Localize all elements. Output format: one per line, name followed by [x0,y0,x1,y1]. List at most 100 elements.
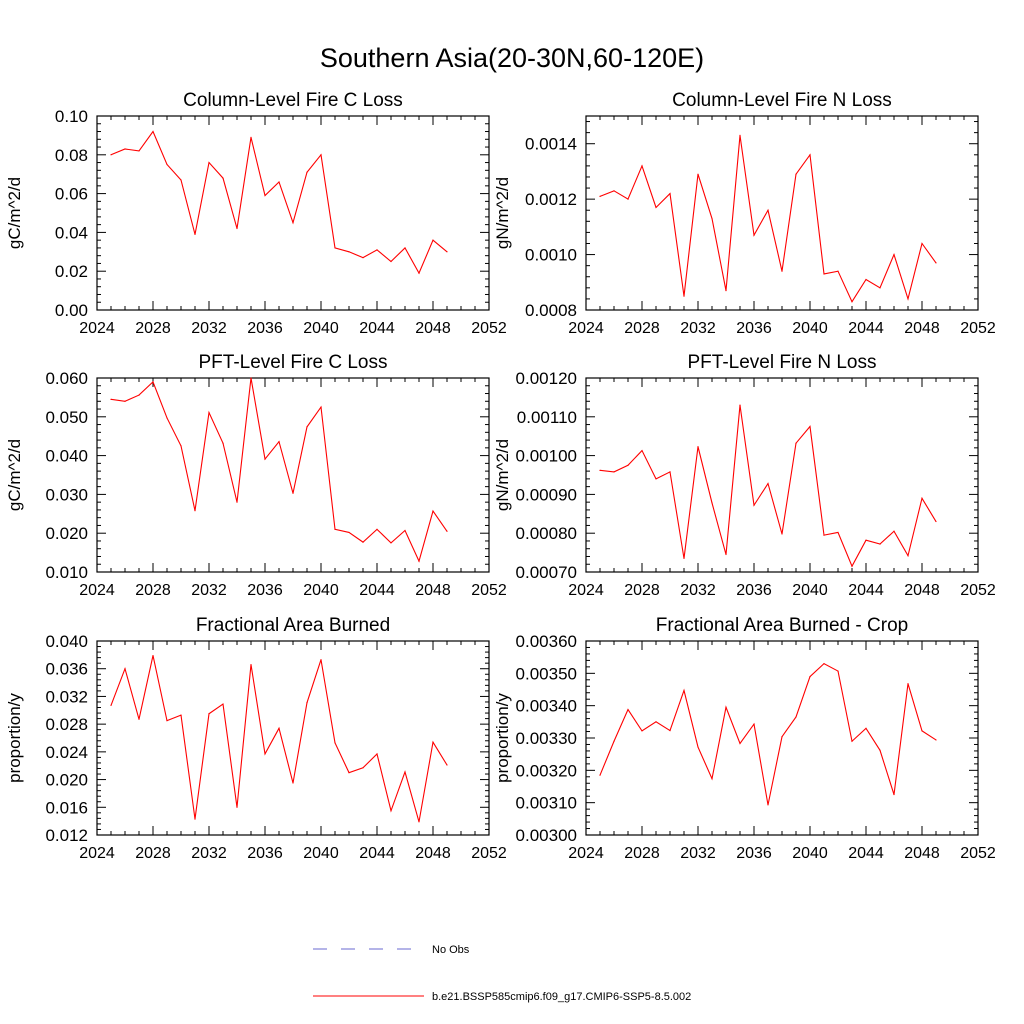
data-point [180,179,182,181]
y-tick-label: 0.0010 [525,246,577,265]
data-point [907,298,909,300]
x-tick-label: 2052 [471,320,507,337]
x-tick-label: 2044 [359,582,395,599]
data-point [865,278,867,281]
x-tick-label: 2032 [191,582,227,599]
data-point [739,404,741,406]
data-point [725,553,727,556]
x-tick-label: 2028 [624,845,660,862]
x-tick-label: 2040 [792,320,828,337]
plot-frame [96,115,490,311]
y-axis-label: proportion/y [493,693,512,783]
data-point [767,209,769,211]
data-point [655,721,657,723]
data-point [306,426,308,428]
x-tick-label: 2036 [247,582,283,599]
data-point [711,217,713,220]
data-point [837,270,839,272]
data-point [879,543,881,545]
data-point [809,425,811,428]
data-point [446,764,448,766]
data-point [921,242,923,245]
y-tick-label: 0.024 [45,743,88,762]
y-tick-label: 0.04 [55,223,88,242]
y-axis-label: proportion/y [5,693,24,783]
data-point [250,663,252,666]
x-tick-label: 2036 [736,845,772,862]
data-point [418,560,420,562]
y-tick-label: 0.00070 [516,563,577,582]
data-point [711,778,713,780]
x-tick-label: 2028 [624,320,660,337]
data-point [809,675,811,678]
data-point [711,502,713,504]
data-point [879,749,881,751]
data-point [907,555,909,557]
series-line [599,405,937,568]
data-point [110,704,112,707]
data-point [907,683,909,685]
data-point [935,262,937,264]
data-point [823,534,825,536]
y-tick-label: 0.00300 [516,826,577,845]
data-point [627,464,629,466]
data-point [390,260,392,263]
data-point [390,542,392,544]
x-tick-label: 2040 [792,582,828,599]
x-tick-label: 2036 [736,582,772,599]
data-point [124,148,126,150]
data-point [683,557,685,560]
data-point [432,239,434,241]
chart-panel: PFT-Level Fire N Loss 2024 2028 2032 2036 204… [493,352,996,599]
data-point [418,272,420,274]
data-point [753,504,755,506]
data-point [236,501,238,503]
x-tick-label: 2032 [680,320,716,337]
legend: No Obs b.e21.BSSP585cmip6.f09_g17.CMIP6-S… [313,944,691,1003]
data-point [432,741,434,743]
data-point [837,670,839,672]
chart-panels: Column-Level Fire C Loss 2024 2028 2032 2036… [5,90,996,862]
series-line [110,655,448,822]
chart-title: PFT-Level Fire C Loss [199,352,388,373]
data-point [404,771,406,773]
data-point [376,753,378,755]
data-point [767,804,769,806]
x-tick-label: 2044 [359,320,395,337]
x-tick-label: 2024 [79,845,115,862]
data-point [152,381,154,383]
data-point [362,767,364,769]
data-point [669,193,671,195]
data-point [893,530,895,532]
data-point [446,251,448,253]
data-point [669,729,671,732]
y-tick-label: 0.040 [45,632,88,651]
data-point [404,529,406,532]
y-tick-label: 0.040 [45,447,88,466]
data-point [152,654,154,657]
data-point [306,171,308,173]
y-tick-label: 0.00080 [516,524,577,543]
data-point [753,723,755,725]
y-tick-label: 0.00100 [516,447,577,466]
data-point [781,533,783,535]
data-point [404,247,406,249]
x-tick-label: 2032 [680,582,716,599]
x-tick-label: 2024 [79,320,115,337]
x-tick-label: 2028 [135,845,171,862]
x-tick-label: 2048 [904,845,940,862]
data-point [767,482,769,485]
data-point [292,222,294,224]
x-tick-label: 2052 [960,845,996,862]
y-tick-label: 0.00350 [516,664,577,683]
data-point [138,394,140,396]
data-point [697,446,699,448]
data-point [599,469,601,471]
chart-title: Fractional Area Burned - Crop [656,615,908,636]
x-tick-label: 2024 [79,582,115,599]
data-point [376,249,378,251]
data-point [194,818,196,820]
chart-title: PFT-Level Fire N Loss [688,352,877,373]
data-point [697,746,699,748]
y-tick-label: 0.00110 [517,408,577,427]
